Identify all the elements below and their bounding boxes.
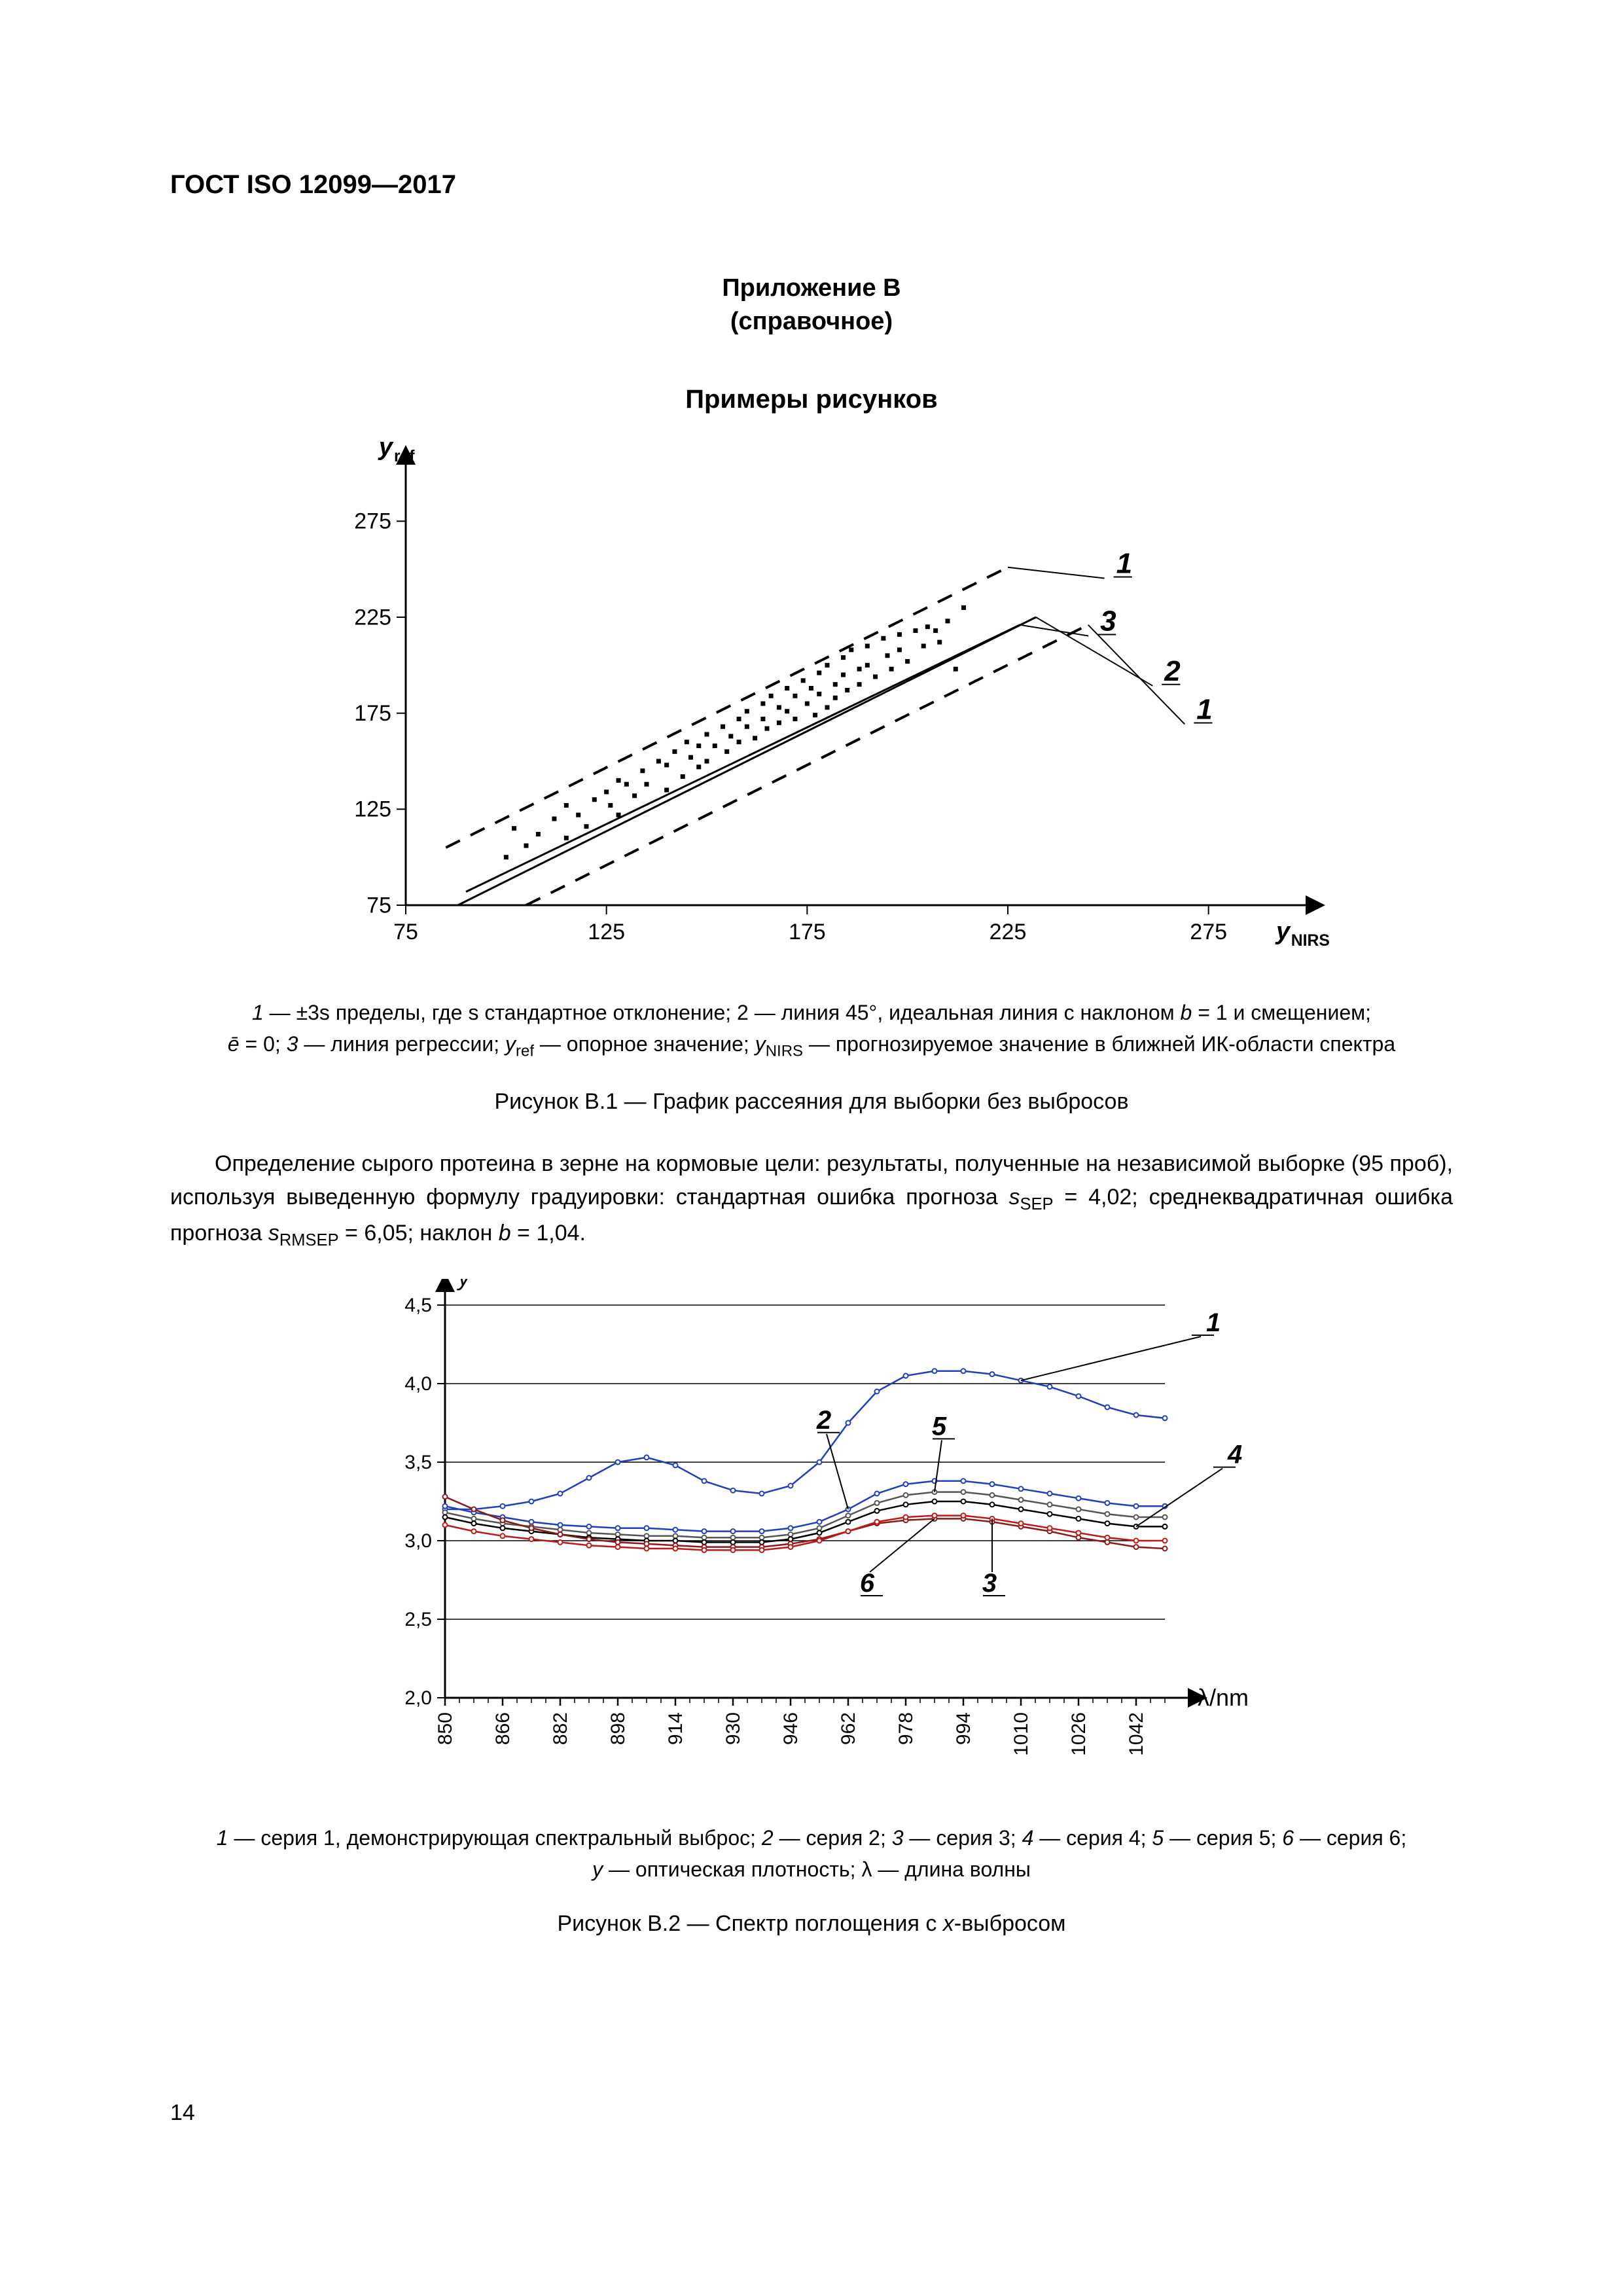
svg-text:978: 978	[895, 1712, 917, 1745]
body-paragraph: Определение сырого протеина в зерне на к…	[170, 1147, 1453, 1253]
svg-text:y: y	[456, 1279, 471, 1291]
appendix-note: (справочное)	[730, 308, 893, 335]
caption-chart2: Рисунок В.2 — Спектр поглощения с x-выбр…	[170, 1911, 1453, 1937]
svg-text:914: 914	[665, 1712, 687, 1745]
page-number: 14	[170, 2100, 195, 2126]
svg-text:1: 1	[1206, 1308, 1221, 1337]
svg-text:882: 882	[550, 1712, 571, 1745]
svg-text:4: 4	[1227, 1441, 1242, 1469]
svg-text:930: 930	[722, 1712, 744, 1745]
section-title: Примеры рисунков	[170, 385, 1453, 414]
svg-text:y: y	[378, 440, 394, 461]
caption-chart1: Рисунок В.1 — График рассеяния для выбор…	[170, 1089, 1453, 1115]
svg-text:962: 962	[838, 1712, 859, 1745]
svg-text:1: 1	[1196, 693, 1212, 725]
svg-text:1: 1	[1116, 547, 1132, 579]
svg-text:946: 946	[780, 1712, 802, 1745]
scatter-chart: 7512517522527575125175225275yrefyNIRS132…	[170, 440, 1453, 977]
svg-text:75: 75	[366, 893, 391, 918]
svg-text:175: 175	[789, 920, 826, 944]
spectrum-chart: 2,0 2,5 3,0 3,5 4,0 4,5 850 866 882 898 914 930 946 9…	[170, 1279, 1453, 1803]
svg-text:NIRS: NIRS	[1291, 932, 1330, 950]
svg-text:2: 2	[1164, 655, 1181, 687]
svg-text:1042: 1042	[1126, 1712, 1147, 1756]
svg-text:225: 225	[354, 605, 391, 630]
svg-text:5: 5	[932, 1412, 947, 1441]
svg-text:ref: ref	[394, 448, 415, 465]
legend-chart1: 1 — ±3s пределы, где s стандартное откло…	[170, 997, 1453, 1063]
doc-id: ГОСТ ISO 12099—2017	[170, 170, 1453, 200]
legend-chart2: 1 — серия 1, демонстрирующая спектральны…	[170, 1822, 1453, 1885]
svg-text:75: 75	[393, 920, 418, 944]
svg-text:3,5: 3,5	[404, 1452, 432, 1473]
svg-text:3: 3	[982, 1569, 997, 1598]
svg-text:1010: 1010	[1010, 1712, 1032, 1756]
svg-text:1026: 1026	[1068, 1712, 1090, 1756]
svg-text:275: 275	[1190, 920, 1227, 944]
svg-text:125: 125	[354, 797, 391, 821]
svg-text:λ/nm: λ/nm	[1198, 1684, 1249, 1711]
svg-text:275: 275	[354, 509, 391, 533]
svg-text:6: 6	[860, 1569, 875, 1598]
svg-text:2: 2	[816, 1406, 831, 1435]
appendix-label: Приложение В	[722, 274, 901, 302]
svg-text:4,0: 4,0	[404, 1373, 432, 1395]
svg-text:y: y	[1275, 918, 1291, 945]
svg-text:994: 994	[953, 1712, 974, 1745]
svg-text:2,5: 2,5	[404, 1609, 432, 1630]
svg-text:2,0: 2,0	[404, 1687, 432, 1709]
svg-text:175: 175	[354, 701, 391, 726]
svg-text:3,0: 3,0	[404, 1530, 432, 1552]
svg-text:225: 225	[990, 920, 1027, 944]
svg-text:125: 125	[588, 920, 625, 944]
svg-text:866: 866	[492, 1712, 514, 1745]
svg-text:4,5: 4,5	[404, 1295, 432, 1316]
svg-text:898: 898	[607, 1712, 629, 1745]
svg-text:3: 3	[1100, 605, 1116, 637]
svg-text:850: 850	[435, 1712, 456, 1745]
